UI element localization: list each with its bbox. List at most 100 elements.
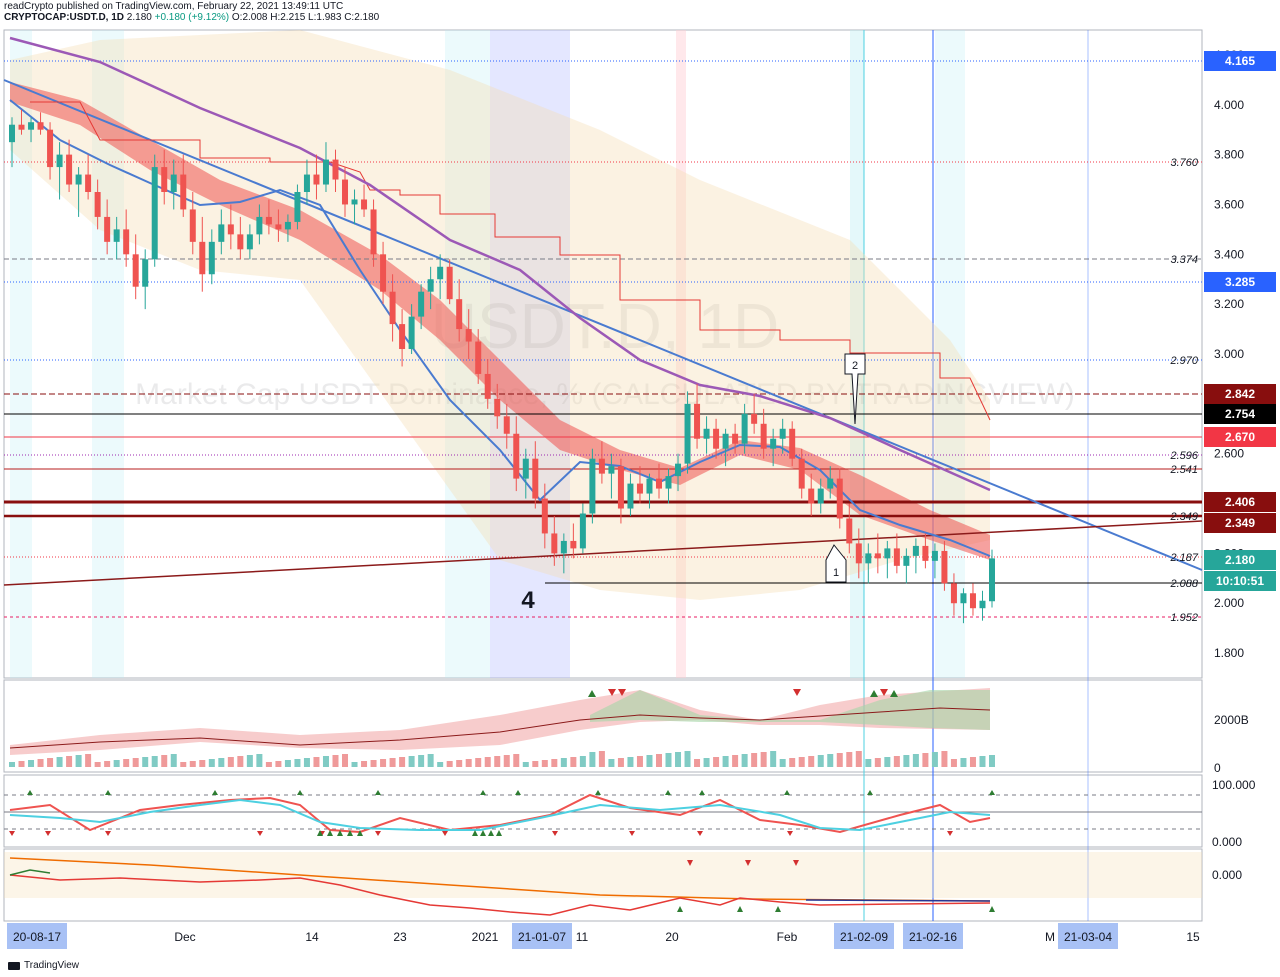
volume-bar — [732, 755, 739, 767]
trend-pane[interactable] — [3, 848, 1203, 922]
volume-bar — [28, 760, 35, 767]
price-tick-label: 1.800 — [1214, 646, 1244, 660]
candle — [408, 304, 415, 354]
buy-marker — [317, 830, 323, 836]
candlestick-series[interactable] — [9, 109, 995, 624]
price-change: +0.180 (+9.12%) — [154, 12, 230, 23]
trend-axis-zero: 0.000 — [1212, 868, 1242, 882]
candle — [151, 154, 158, 267]
volume-bar — [189, 761, 196, 767]
price-tag: 3.285 — [1204, 272, 1276, 292]
candle — [922, 533, 929, 569]
candle — [170, 159, 177, 210]
svg-text:20-08-17: 20-08-17 — [13, 930, 61, 944]
candle — [75, 167, 82, 217]
volume-bar — [789, 758, 796, 767]
candle — [627, 473, 634, 516]
buy-marker — [480, 830, 486, 836]
candle — [332, 149, 339, 192]
buy-marker — [337, 830, 343, 836]
time-tick: 20 — [665, 930, 679, 944]
buy-marker — [989, 906, 995, 912]
candle — [950, 573, 957, 616]
volume-bar — [751, 753, 758, 767]
volume-bar — [779, 759, 786, 767]
volume-bar — [170, 754, 177, 767]
candle — [522, 448, 529, 499]
volume-bar — [494, 756, 501, 767]
svg-text:2.670: 2.670 — [1225, 430, 1255, 444]
svg-text:2.406: 2.406 — [1225, 495, 1255, 509]
sell-marker — [787, 831, 793, 836]
volume-bar — [18, 761, 25, 767]
volume-bar — [912, 754, 919, 767]
buy-marker — [784, 790, 790, 795]
candle — [579, 503, 586, 554]
volume-bar — [675, 752, 682, 767]
svg-text:21-02-16: 21-02-16 — [909, 930, 957, 944]
candle — [846, 503, 853, 554]
candle — [132, 234, 139, 300]
svg-text:20: 20 — [665, 930, 679, 944]
svg-text:23: 23 — [393, 930, 407, 944]
svg-text:21-02-09: 21-02-09 — [840, 930, 888, 944]
candle — [751, 393, 758, 434]
callout-1[interactable]: 1 — [825, 544, 847, 583]
candle — [18, 109, 25, 135]
candle — [884, 540, 891, 579]
candle — [494, 383, 501, 429]
volume-bar — [608, 759, 615, 767]
candle — [798, 448, 805, 499]
volume-bar — [484, 757, 491, 767]
candle — [874, 533, 881, 574]
level-label: 1.952 — [1170, 612, 1198, 624]
callout-2[interactable]: 2 — [844, 353, 866, 425]
oscillator-pane[interactable] — [3, 774, 1203, 848]
candle — [361, 184, 368, 217]
time-tick: Dec — [174, 930, 195, 944]
candle — [484, 358, 491, 409]
volume-bar — [75, 755, 82, 767]
buy-marker — [347, 830, 353, 836]
candle — [446, 259, 453, 305]
main-pane[interactable] — [3, 29, 1203, 679]
trend-content: 0.000 — [4, 852, 1242, 916]
sell-marker — [442, 831, 448, 836]
volume-bar — [246, 755, 253, 767]
price-tags: 4.165 3.285 2.842 2.754 2.670 2.406 2.349 2.180… — [1204, 51, 1276, 591]
ma-ribbon — [10, 82, 990, 560]
candle — [617, 458, 624, 524]
volume-bar — [380, 759, 387, 767]
volume-bar — [960, 758, 967, 767]
candle — [94, 179, 101, 230]
volume-bar — [199, 760, 206, 767]
svg-text:2.754: 2.754 — [1225, 407, 1255, 421]
buy-marker — [357, 830, 363, 836]
svg-text:2021: 2021 — [472, 930, 499, 944]
time-axis[interactable]: 20-08-17 Dec 14 23 2021 21-01-07 11 20 Feb 21-02-… — [7, 923, 1200, 949]
volume-bar — [646, 755, 653, 767]
volume-bar — [874, 758, 881, 767]
candle — [294, 184, 301, 230]
volume-bar — [208, 759, 215, 767]
time-tick: 21-03-04 — [1058, 923, 1118, 949]
sell-marker — [629, 831, 635, 836]
candle — [66, 139, 73, 192]
symbol-name[interactable]: CRYPTOCAP:USDT.D, 1D — [4, 12, 125, 23]
volume-bar — [370, 760, 377, 767]
candle — [741, 403, 748, 454]
price-tick-label: 2.600 — [1214, 447, 1244, 461]
symbol-legend: CRYPTOCAP:USDT.D, 1D 2.180 +0.180 (+9.12… — [4, 12, 379, 23]
volume-bar — [408, 756, 415, 767]
volume-bar — [218, 758, 225, 767]
volume-bar — [465, 759, 472, 767]
volume-bar — [303, 758, 310, 767]
candle — [808, 473, 815, 516]
svg-text:11: 11 — [576, 930, 589, 944]
sell-marker — [947, 831, 953, 836]
volume-bar — [513, 754, 520, 767]
sell-marker — [375, 831, 381, 836]
candle — [931, 543, 938, 579]
volume-bar — [94, 762, 101, 767]
